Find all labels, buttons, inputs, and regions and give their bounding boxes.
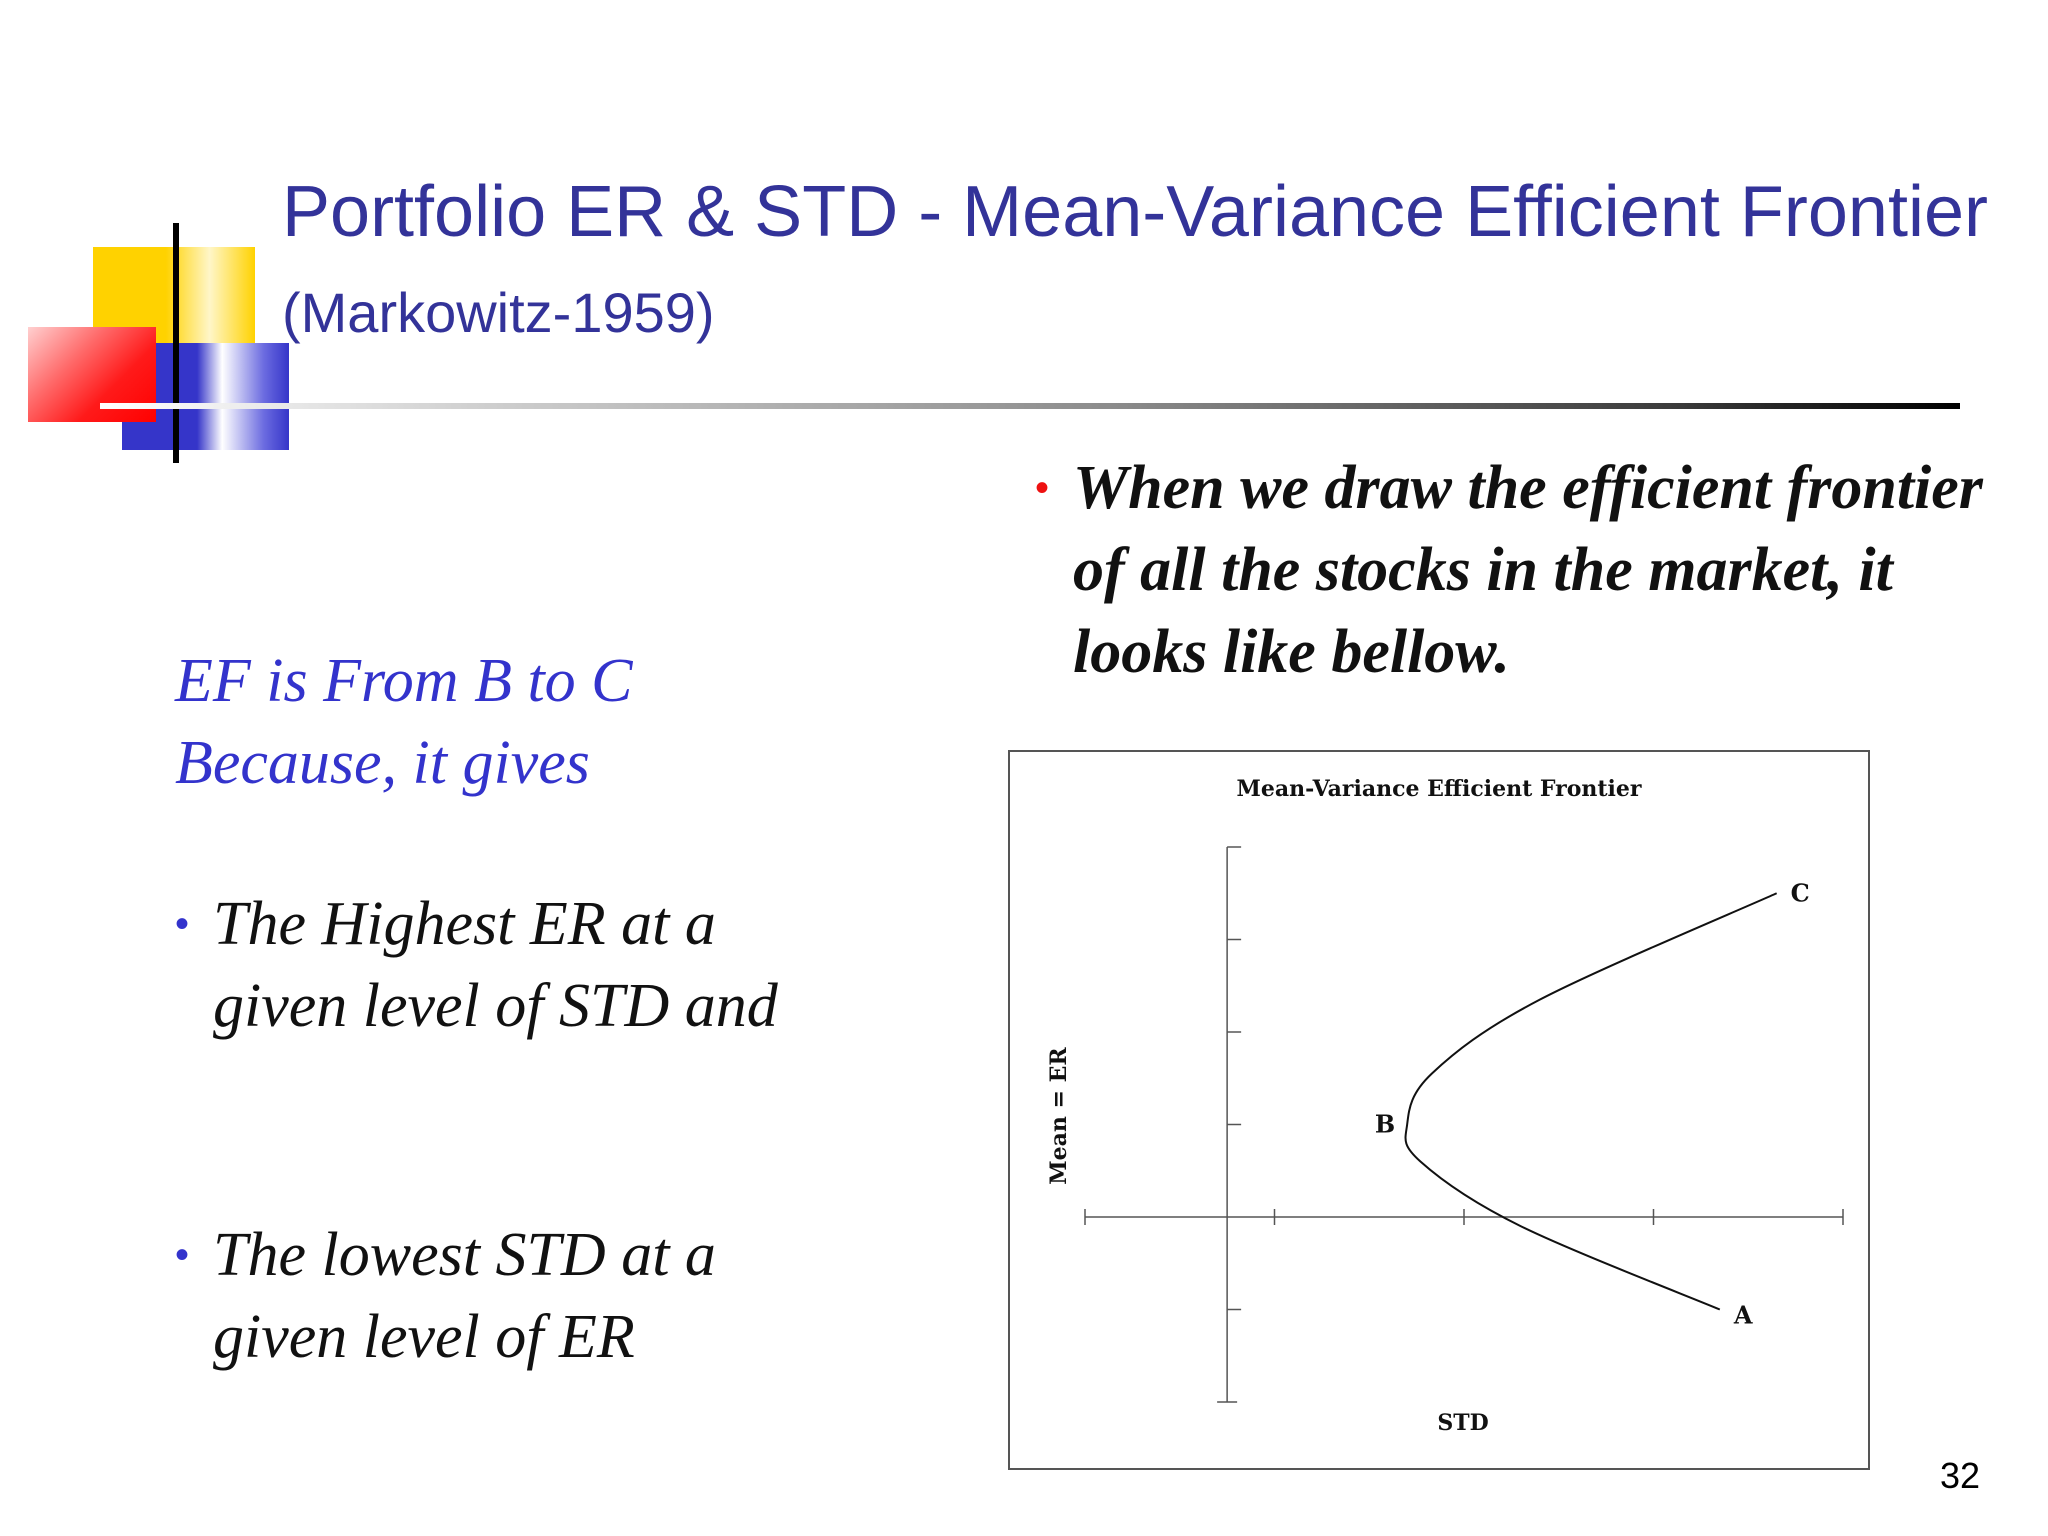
chart-title: Mean-Variance Efficient Frontier	[1236, 776, 1641, 802]
frontier-chart: A B C Mean-Variance Efficient Frontier STD Me…	[1008, 750, 1870, 1470]
right-bullet-text: When we draw the efficient frontier of a…	[1073, 454, 1983, 686]
point-label-a: A	[1733, 1301, 1753, 1330]
bullet-dot-icon: •	[175, 1233, 190, 1277]
left-bullet-2: • The lowest STD at a given level of ER	[175, 1214, 853, 1378]
slide-title: Portfolio ER & STD - Mean-Variance Effic…	[282, 164, 2048, 361]
bullet-dot-icon: •	[175, 902, 190, 946]
slide-title-main: Portfolio ER & STD - Mean-Variance Effic…	[282, 172, 1988, 252]
left-bullet-2-text: The lowest STD at a given level of ER	[213, 1221, 716, 1371]
point-label-b: B	[1375, 1110, 1395, 1139]
bullet-dot-icon: •	[1035, 466, 1050, 510]
slide-title-sub: (Markowitz-1959)	[282, 281, 715, 344]
title-underline-divider	[100, 403, 1960, 409]
page-number: 32	[1940, 1455, 1981, 1496]
efficient-frontier-curve	[1404, 892, 1778, 1311]
y-axis-label: Mean = ER	[1046, 1047, 1072, 1185]
ef-explanation: EF is From B to C Because, it gives	[175, 640, 633, 804]
ef-line-2: Because, it gives	[175, 729, 590, 797]
x-axis-label: STD	[1437, 1410, 1488, 1436]
decor-vertical-line	[173, 223, 179, 463]
ef-line-1: EF is From B to C	[175, 647, 633, 715]
left-bullet-1: • The Highest ER at a given level of STD…	[175, 883, 853, 1047]
frontier-chart-svg: A B C Mean-Variance Efficient Frontier STD Me…	[1046, 776, 1844, 1436]
left-bullet-1-text: The Highest ER at a given level of STD a…	[213, 890, 778, 1040]
point-label-c: C	[1791, 878, 1810, 907]
right-bullet: • When we draw the efficient frontier of…	[1035, 447, 2003, 693]
